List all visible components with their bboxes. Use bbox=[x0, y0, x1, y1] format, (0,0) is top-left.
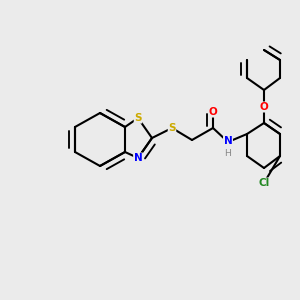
Text: N: N bbox=[224, 137, 232, 147]
Text: O: O bbox=[260, 102, 268, 112]
Text: H: H bbox=[225, 149, 231, 158]
Text: S: S bbox=[168, 123, 176, 133]
Text: O: O bbox=[208, 107, 217, 117]
Text: N: N bbox=[224, 136, 232, 146]
Text: N: N bbox=[134, 153, 142, 163]
Text: S: S bbox=[134, 113, 142, 123]
Text: Cl: Cl bbox=[258, 178, 270, 188]
